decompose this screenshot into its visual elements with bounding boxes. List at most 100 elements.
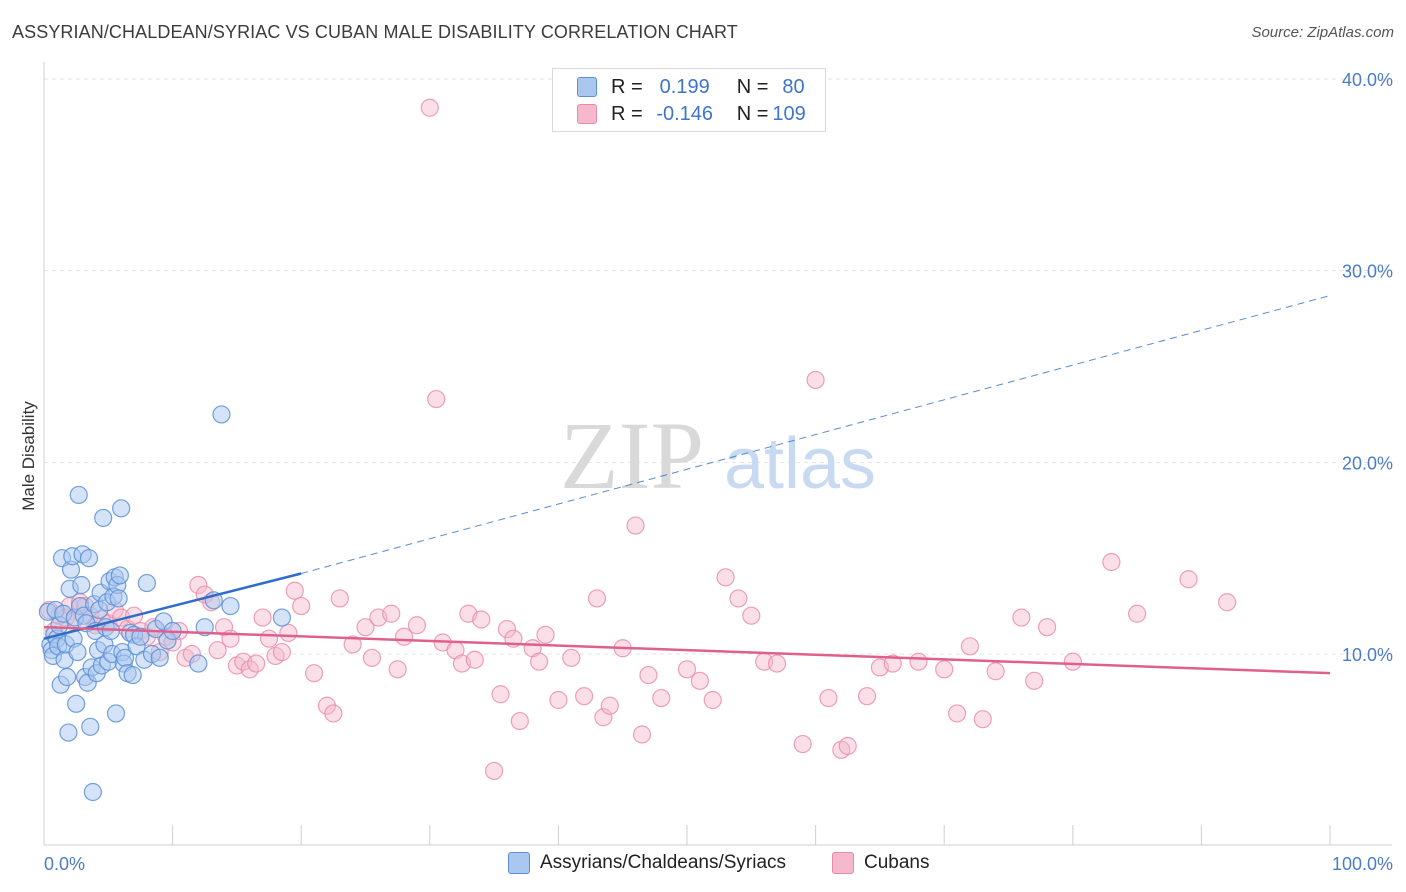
legend-swatch-pink bbox=[832, 852, 854, 874]
assyrians-trend-extension bbox=[301, 295, 1331, 574]
series-legend: Assyrians/Chaldeans/Syriacs Cubans bbox=[0, 852, 1406, 878]
cubans-point bbox=[485, 761, 504, 781]
cubans-point bbox=[716, 568, 735, 587]
y-tick-label: 10.0% bbox=[1342, 645, 1393, 665]
cubans-point bbox=[272, 642, 292, 662]
cubans-point bbox=[1063, 652, 1082, 671]
cubans-point bbox=[793, 734, 812, 754]
cubans-point bbox=[343, 635, 362, 654]
cubans-point bbox=[960, 637, 980, 656]
assyrians-point bbox=[106, 704, 126, 723]
cubans-point bbox=[1025, 671, 1044, 690]
cubans-point bbox=[909, 652, 928, 671]
legend-r-value: 0.199 bbox=[659, 75, 710, 98]
assyrians-point bbox=[195, 618, 214, 637]
trend-lines bbox=[43, 295, 1331, 675]
assyrians-point bbox=[58, 667, 77, 687]
cubans-point bbox=[652, 688, 671, 708]
cubans-point bbox=[292, 596, 311, 616]
assyrians-point bbox=[79, 549, 99, 568]
cubans-point bbox=[189, 575, 208, 595]
assyrians-point bbox=[83, 782, 102, 802]
assyrians-point bbox=[137, 573, 156, 593]
cubans-point bbox=[285, 581, 304, 600]
source-label: Source: ZipAtlas.com bbox=[1251, 24, 1394, 41]
cubans-point bbox=[407, 616, 427, 635]
assyrians-point bbox=[123, 665, 142, 685]
legend-item-assyrians: Assyrians/Chaldeans/Syriacs bbox=[508, 852, 786, 874]
assyrians-point bbox=[69, 485, 88, 505]
cubans-point bbox=[253, 608, 272, 627]
cubans-point bbox=[247, 654, 266, 673]
legend-row-assyrians: R = 0.199 N = 80 bbox=[577, 74, 805, 100]
cubans-point bbox=[420, 98, 439, 117]
assyrians-point bbox=[109, 589, 128, 608]
cubans-point bbox=[1102, 552, 1121, 572]
cubans-point bbox=[935, 660, 954, 679]
tick-labels: 10.0% 20.0% 30.0% 40.0% 0.0% 100.0% bbox=[44, 70, 1393, 874]
watermark-atlas: atlas bbox=[724, 424, 876, 504]
legend-n-value: 80 bbox=[782, 75, 805, 98]
cubans-point bbox=[703, 690, 722, 710]
cubans-point bbox=[677, 660, 697, 679]
y-axis-label: Male Disability bbox=[19, 401, 38, 511]
cubans-point bbox=[356, 618, 375, 637]
assyrians-point bbox=[189, 654, 208, 673]
cubans-point bbox=[562, 648, 581, 667]
cubans-point bbox=[626, 516, 645, 535]
cubans-point bbox=[767, 654, 787, 673]
cubans-point bbox=[510, 711, 529, 731]
cubans-point bbox=[742, 606, 761, 625]
cubans-point bbox=[497, 619, 517, 639]
cubans-point bbox=[330, 589, 349, 608]
cubans-point bbox=[208, 641, 227, 660]
assyrians-point bbox=[59, 723, 78, 742]
legend-r-label: R = bbox=[611, 75, 643, 98]
legend-row-cubans: R = -0.146 N = 109 bbox=[577, 101, 806, 127]
cubans-point bbox=[259, 629, 279, 648]
legend-label-cubans: Cubans bbox=[864, 852, 930, 873]
axes bbox=[43, 62, 1392, 846]
cubans-point bbox=[857, 687, 877, 706]
cubans-point bbox=[1179, 570, 1198, 589]
assyrians-point bbox=[72, 575, 91, 595]
watermark-zip: ZIP bbox=[560, 402, 704, 509]
cubans-point bbox=[806, 370, 825, 390]
assyrians-point bbox=[81, 717, 100, 736]
cubans-point bbox=[549, 690, 568, 710]
legend-swatch-pink bbox=[577, 104, 597, 124]
assyrians-point bbox=[68, 642, 87, 662]
grid bbox=[44, 78, 1392, 655]
cubans-point bbox=[883, 654, 902, 673]
cubans-point bbox=[279, 623, 298, 643]
cubans-point bbox=[594, 708, 613, 727]
cubans-point bbox=[1218, 593, 1237, 612]
legend-swatch-blue bbox=[508, 852, 530, 874]
assyrians-point bbox=[94, 508, 113, 528]
cubans-point bbox=[324, 704, 343, 723]
cubans-point bbox=[587, 589, 607, 608]
assyrians-point bbox=[221, 596, 240, 616]
legend-n-label: N = bbox=[736, 102, 769, 125]
chart-title: ASSYRIAN/CHALDEAN/SYRIAC VS CUBAN MALE D… bbox=[12, 22, 738, 42]
cubans-point bbox=[362, 648, 382, 667]
assyrians-point bbox=[150, 648, 169, 667]
cubans-point bbox=[973, 710, 992, 729]
x-tick-label: 100.0% bbox=[1332, 854, 1393, 874]
cubans-point bbox=[491, 685, 510, 704]
cubans-point bbox=[819, 688, 838, 708]
cubans-point bbox=[382, 604, 401, 623]
cubans-point bbox=[729, 589, 748, 608]
assyrians-point bbox=[110, 566, 129, 585]
cubans-point bbox=[690, 671, 709, 690]
legend-item-cubans: Cubans bbox=[832, 852, 930, 874]
y-tick-label: 30.0% bbox=[1342, 262, 1393, 282]
legend-n-value: 109 bbox=[772, 102, 806, 125]
cubans-trend-line bbox=[43, 625, 1331, 675]
cubans-point bbox=[472, 610, 491, 629]
cubans-point bbox=[947, 704, 967, 723]
assyrians-point bbox=[67, 694, 86, 713]
cubans-point bbox=[632, 725, 652, 744]
cubans-point bbox=[530, 652, 549, 671]
